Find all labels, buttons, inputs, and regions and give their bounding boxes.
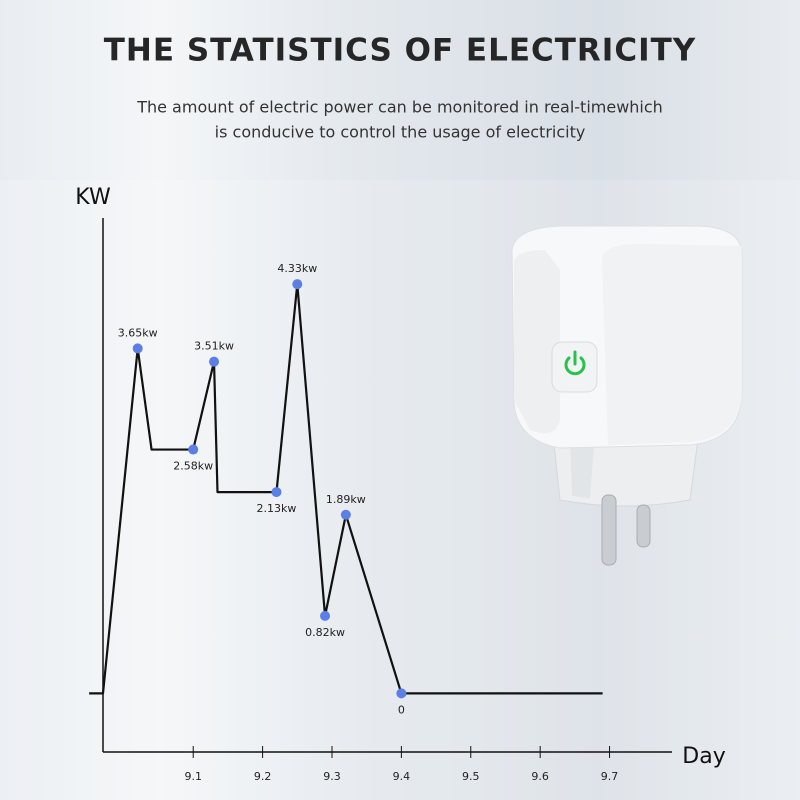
value-label: 4.33kw (277, 262, 317, 275)
x-tick-label: 9.6 (531, 770, 549, 783)
chart-title: THE STATISTICS OF ELECTRICITY (104, 33, 696, 69)
point (209, 356, 220, 367)
point (132, 343, 143, 354)
y-axis-title: KW (75, 185, 111, 210)
point (271, 487, 282, 498)
point (320, 610, 331, 621)
value-label: 0 (398, 703, 405, 716)
value-label: 2.58kw (173, 460, 213, 473)
x-axis-title: Day (682, 744, 725, 769)
value-label: 3.51kw (194, 340, 234, 353)
value-label: 1.89kw (326, 493, 366, 506)
x-tick-label: 9.2 (254, 770, 272, 783)
x-tick-label: 9.4 (393, 770, 411, 783)
point (340, 509, 351, 520)
x-tick-label: 9.7 (601, 770, 619, 783)
value-label: 2.13kw (257, 502, 297, 515)
subtitle: The amount of electric power can be moni… (136, 98, 663, 117)
value-label: 0.82kw (305, 626, 345, 639)
x-tick-label: 9.1 (184, 770, 202, 783)
smart-plug (511, 225, 743, 566)
subtitle: is conducive to control the usage of ele… (215, 123, 586, 142)
x-tick-label: 9.5 (462, 770, 480, 783)
point (292, 279, 303, 290)
value-label: 3.65kw (118, 326, 158, 339)
point (188, 444, 199, 455)
point (396, 688, 407, 699)
x-tick-label: 9.3 (323, 770, 341, 783)
